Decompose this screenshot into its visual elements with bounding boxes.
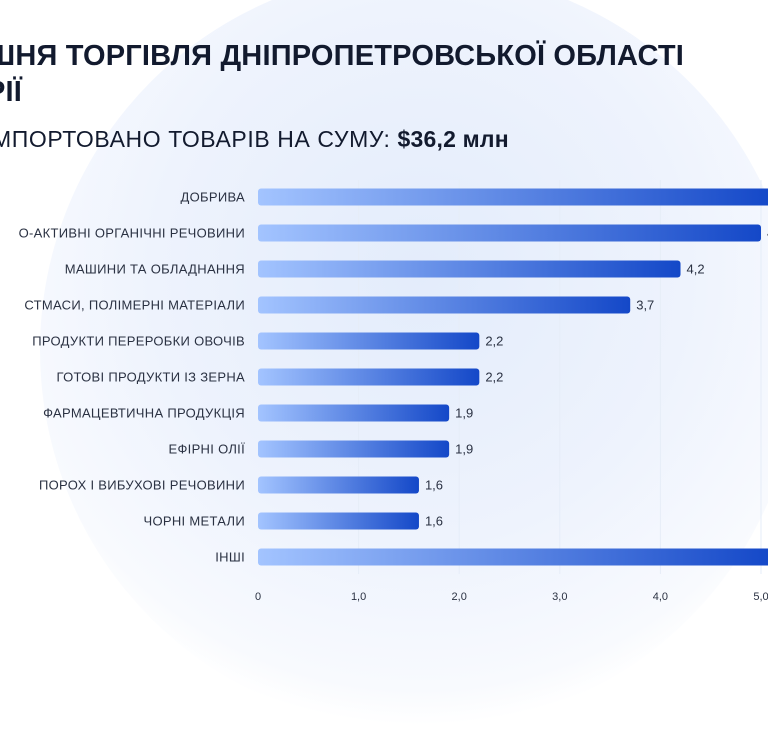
category-label: ПРОДУКТИ ПЕРЕРОБКИ ОВОЧІВ bbox=[32, 334, 245, 349]
bar bbox=[258, 512, 419, 530]
value-label: 4,2 bbox=[687, 262, 705, 277]
subtitle: МПОРТОВАНО ТОВАРІВ НА СУМУ: $36,2 млн bbox=[0, 126, 509, 153]
category-label: ГОТОВІ ПРОДУКТИ ІЗ ЗЕРНА bbox=[56, 370, 245, 385]
x-tick-label: 0 bbox=[255, 591, 261, 603]
category-label: МАШИНИ ТА ОБЛАДНАННЯ bbox=[65, 262, 245, 277]
x-tick-label: 5,0 bbox=[753, 591, 768, 603]
value-label: 1,9 bbox=[455, 442, 473, 457]
category-label: ЧОРНІ МЕТАЛИ bbox=[144, 514, 246, 529]
bar bbox=[258, 404, 450, 422]
bar bbox=[258, 224, 761, 242]
page-title: ШНЯ ТОРГІВЛЯ ДНІПРОПЕТРОВСЬКОЇ ОБЛАСТІ Р… bbox=[0, 40, 685, 108]
bar bbox=[258, 260, 681, 278]
subtitle-prefix: МПОРТОВАНО ТОВАРІВ НА СУМУ: bbox=[0, 126, 398, 152]
x-tick-label: 3,0 bbox=[552, 591, 567, 603]
category-label: ЕФІРНІ ОЛІЇ bbox=[169, 442, 246, 457]
category-label: СТМАСИ, ПОЛІМЕРНІ МАТЕРІАЛИ bbox=[24, 298, 245, 313]
category-label: ФАРМАЦЕВТИЧНА ПРОДУКЦІЯ bbox=[43, 406, 245, 421]
labels: 0 1,0 2,0 3,0 4,0 5,0 ДОБРИВА О-АКТИВНІ ОРГАНІЧ… bbox=[19, 190, 768, 604]
bar bbox=[258, 368, 480, 386]
value-label: 3,7 bbox=[636, 298, 654, 313]
value-label: 1,6 bbox=[425, 514, 443, 529]
bar bbox=[258, 440, 450, 458]
bar bbox=[258, 296, 631, 314]
bar bbox=[258, 332, 480, 350]
background-circle bbox=[40, 0, 768, 730]
bar bbox=[258, 476, 419, 494]
value-label: 2,2 bbox=[485, 334, 503, 349]
value-label: 1,9 bbox=[455, 406, 473, 421]
category-label: О-АКТИВНІ ОРГАНІЧНІ РЕЧОВИНИ bbox=[19, 226, 245, 241]
value-label: 2,2 bbox=[485, 370, 503, 385]
x-tick-label: 2,0 bbox=[452, 591, 467, 603]
value-label: 1,6 bbox=[425, 478, 443, 493]
bar bbox=[258, 548, 768, 566]
subtitle-amount: $36,2 млн bbox=[397, 126, 509, 152]
category-label: ДОБРИВА bbox=[181, 190, 246, 205]
category-label: ПОРОХ І ВИБУХОВІ РЕЧОВИНИ bbox=[39, 478, 245, 493]
bars bbox=[258, 188, 768, 566]
bar bbox=[258, 188, 768, 206]
x-tick-label: 1,0 bbox=[351, 591, 366, 603]
x-tick-label: 4,0 bbox=[653, 591, 668, 603]
category-label: ІНШІ bbox=[215, 550, 245, 565]
